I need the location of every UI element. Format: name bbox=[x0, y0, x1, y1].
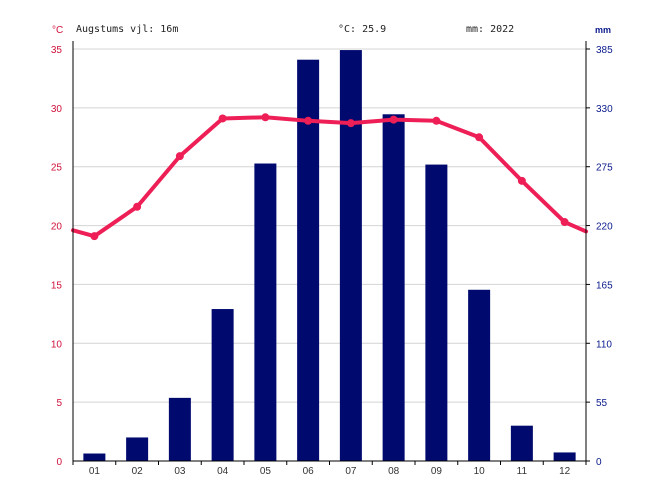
precip-bar-08 bbox=[382, 114, 405, 461]
right-axis-ticks: 0 55 110 165 220 275 330 385 bbox=[586, 45, 613, 468]
left-axis-unit: °C bbox=[52, 25, 63, 36]
precip-bar-11 bbox=[510, 425, 533, 461]
temperature-point-01 bbox=[90, 232, 99, 241]
precip-bar-04 bbox=[211, 309, 234, 461]
precip-bar-12 bbox=[553, 452, 576, 461]
x-tick-label: 01 bbox=[89, 466, 101, 477]
axes bbox=[72, 41, 587, 462]
right-tick-label: 165 bbox=[596, 280, 613, 291]
x-tick-label: 06 bbox=[303, 466, 315, 477]
temperature-point-06 bbox=[304, 116, 313, 125]
left-tick-label: 35 bbox=[51, 45, 63, 56]
left-tick-label: 10 bbox=[51, 339, 63, 350]
x-tick-label: 12 bbox=[559, 466, 571, 477]
temperature-polyline bbox=[71, 115, 588, 239]
x-tick-label: 05 bbox=[260, 466, 272, 477]
left-tick-label: 20 bbox=[51, 222, 63, 233]
temperature-point-07 bbox=[346, 119, 355, 128]
temperature-point-10 bbox=[475, 133, 484, 142]
right-tick-label: 0 bbox=[596, 457, 602, 468]
temperature-point-11 bbox=[517, 176, 526, 185]
left-axis-ticks: 0 5 10 15 20 25 30 35 bbox=[51, 45, 63, 468]
x-tick-label: 04 bbox=[217, 466, 229, 477]
left-tick-label: 30 bbox=[51, 104, 63, 115]
precipitation-bars bbox=[83, 50, 576, 462]
precip-bar-02 bbox=[126, 437, 149, 461]
temperature-point-03 bbox=[175, 152, 184, 161]
precip-bar-01 bbox=[83, 453, 106, 461]
elevation-label: Augstums vjl: 16m bbox=[76, 24, 178, 35]
x-tick-label: 03 bbox=[174, 466, 186, 477]
right-axis-unit: mm bbox=[595, 25, 611, 35]
average-temperature-label: °C: 25.9 bbox=[338, 24, 386, 35]
x-tick-label: 08 bbox=[388, 466, 400, 477]
right-tick-label: 220 bbox=[596, 222, 613, 233]
x-tick-label: 09 bbox=[431, 466, 443, 477]
temperature-point-09 bbox=[432, 116, 441, 125]
precip-bar-05 bbox=[254, 163, 277, 461]
left-tick-label: 25 bbox=[51, 163, 63, 174]
precip-bar-07 bbox=[339, 50, 362, 461]
precip-bar-10 bbox=[468, 289, 491, 461]
temperature-point-12 bbox=[560, 218, 569, 227]
temperature-point-04 bbox=[218, 114, 227, 123]
right-tick-label: 110 bbox=[596, 339, 612, 350]
right-tick-label: 330 bbox=[596, 104, 613, 115]
temperature-point-05 bbox=[261, 113, 270, 122]
right-tick-label: 385 bbox=[596, 45, 613, 56]
x-tick-label: 07 bbox=[345, 466, 357, 477]
left-tick-label: 15 bbox=[51, 280, 63, 291]
x-axis-ticks: 01 02 03 04 05 06 07 08 09 10 11 12 bbox=[72, 461, 587, 477]
right-tick-label: 275 bbox=[596, 163, 613, 174]
x-tick-label: 10 bbox=[474, 466, 486, 477]
left-tick-label: 0 bbox=[56, 457, 62, 468]
x-tick-label: 02 bbox=[132, 466, 144, 477]
temperature-line bbox=[71, 113, 588, 241]
left-tick-label: 5 bbox=[56, 398, 62, 409]
temperature-point-02 bbox=[133, 202, 142, 211]
x-tick-label: 11 bbox=[517, 466, 528, 477]
temperature-point-08 bbox=[389, 115, 398, 124]
total-precipitation-label: mm: 2022 bbox=[466, 24, 514, 35]
right-tick-label: 55 bbox=[596, 398, 608, 409]
precip-bar-09 bbox=[425, 164, 448, 461]
grid-lines bbox=[73, 48, 586, 403]
precip-bar-06 bbox=[297, 59, 320, 462]
precip-bar-03 bbox=[168, 397, 191, 461]
